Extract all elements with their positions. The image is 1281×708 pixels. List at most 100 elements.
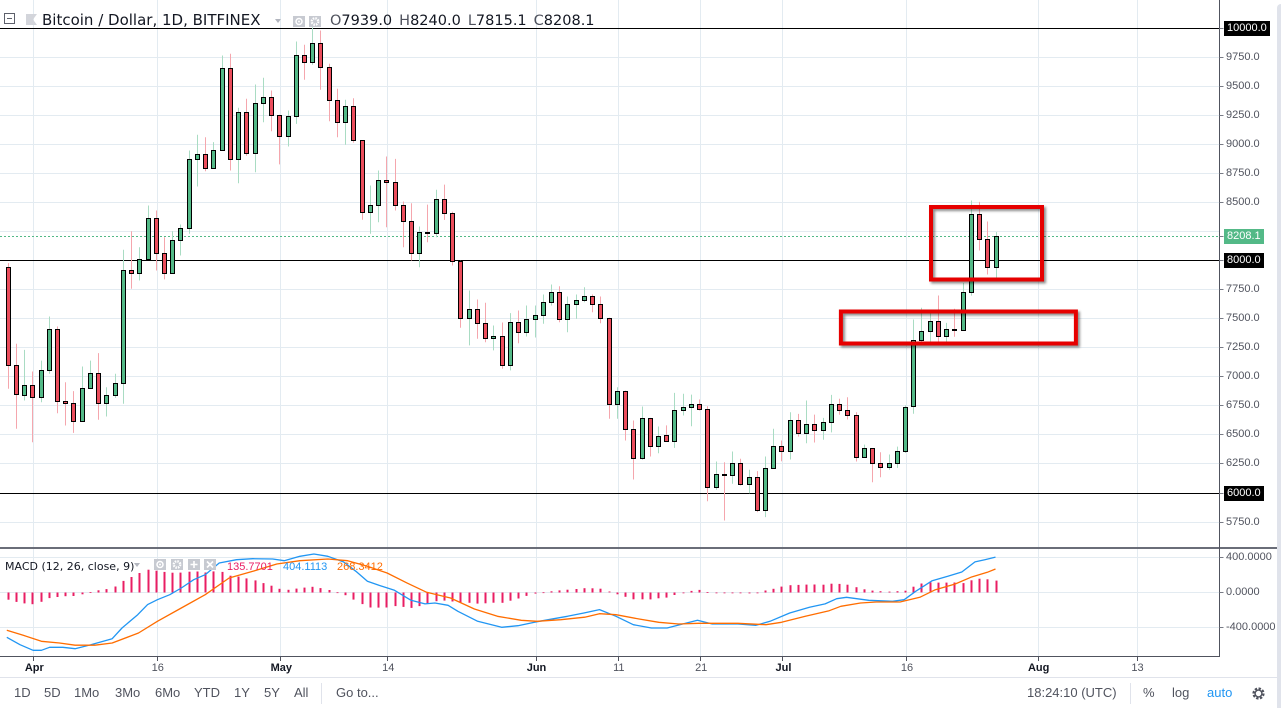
candle-body: [812, 424, 817, 431]
annotation-rectangle[interactable]: [838, 309, 1078, 346]
candle: [228, 53, 233, 171]
candle: [310, 27, 315, 65]
horizontal-line-price-badge: 6000.0: [1224, 486, 1264, 501]
candle: [911, 319, 916, 414]
macd-histogram-bar: [229, 575, 232, 593]
candle: [71, 391, 76, 433]
candle: [862, 444, 867, 458]
macd-signal-value: 268.3412: [337, 561, 383, 573]
candle-body: [524, 319, 529, 333]
macd-histogram-bar: [418, 592, 421, 607]
candle: [689, 394, 694, 427]
macd-histogram-bar: [377, 592, 380, 608]
candle-body: [261, 97, 266, 104]
candle-body: [170, 240, 175, 274]
candle-body: [360, 140, 365, 213]
percent-scale-toggle[interactable]: %: [1143, 685, 1155, 700]
candle-body: [903, 407, 908, 452]
candle: [763, 456, 768, 518]
macd-title[interactable]: MACD (12, 26, close, 9): [5, 560, 135, 573]
candle-body: [203, 154, 208, 169]
pane-separator[interactable]: [0, 547, 1277, 549]
candle: [450, 211, 455, 266]
symbol-flag-icon: [26, 14, 37, 25]
eye-icon[interactable]: [154, 559, 166, 570]
symbol-title[interactable]: Bitcoin / Dollar, 1D, BITFINEX: [42, 11, 261, 29]
range-5y-button[interactable]: 5Y: [264, 685, 280, 700]
macd-histogram-bar: [813, 584, 816, 593]
candle: [220, 55, 225, 151]
candle: [574, 294, 579, 319]
range-6mo-button[interactable]: 6Mo: [155, 685, 181, 700]
candle-body: [779, 446, 784, 452]
range-1y-button[interactable]: 1Y: [234, 685, 250, 700]
macd-histogram-bar: [731, 592, 734, 594]
candle: [483, 302, 488, 343]
range-all-button[interactable]: All: [294, 685, 309, 700]
gear-icon[interactable]: [309, 16, 321, 27]
candle: [697, 399, 702, 411]
candle: [887, 454, 892, 470]
utc-clock[interactable]: 18:24:10 (UTC): [1027, 685, 1117, 700]
macd-histogram-bar: [237, 576, 240, 593]
candle-body: [681, 407, 686, 411]
candle: [351, 98, 356, 143]
macd-histogram-bar: [89, 592, 92, 593]
goto-date-button[interactable]: Go to...: [336, 685, 379, 700]
macd-histogram-bar: [484, 592, 487, 604]
candle: [162, 237, 167, 280]
eye-icon[interactable]: [293, 16, 305, 27]
price-axis-label: 6750.0: [1226, 399, 1260, 411]
candle: [631, 420, 636, 480]
macd-histogram-bar: [649, 592, 652, 600]
macd-histogram-bar: [978, 578, 981, 593]
candle: [22, 349, 27, 401]
annotation-rectangle[interactable]: [929, 205, 1044, 282]
macd-histogram-bar: [953, 582, 956, 593]
candle: [541, 294, 546, 324]
time-axis[interactable]: Apr 16 May 14 Jun 11 21 Jul 16 Aug 13: [0, 657, 1219, 676]
price-axis-label: 9000.0: [1226, 138, 1260, 150]
candle-body: [697, 404, 702, 410]
candle-body: [771, 446, 776, 469]
candle-body: [738, 463, 743, 485]
macd-histogram-bar: [72, 592, 75, 596]
auto-scale-toggle[interactable]: auto: [1207, 685, 1233, 700]
toolbar-divider: [1130, 683, 1131, 704]
macd-histogram-bar: [212, 571, 215, 593]
macd-histogram-bar: [171, 572, 174, 593]
gear-icon[interactable]: [171, 559, 183, 570]
plus-icon[interactable]: [188, 559, 200, 570]
range-1mo-button[interactable]: 1Mo: [74, 685, 100, 700]
gear-icon[interactable]: [1251, 686, 1266, 701]
macd-histogram-bar: [632, 592, 635, 600]
range-ytd-button[interactable]: YTD: [194, 685, 220, 700]
candle: [55, 326, 60, 414]
range-1d-button[interactable]: 1D: [14, 685, 31, 700]
log-scale-toggle[interactable]: log: [1172, 685, 1190, 700]
candle: [425, 204, 430, 243]
candle: [747, 469, 752, 494]
candle: [681, 393, 686, 416]
macd-histogram-bar: [311, 586, 314, 593]
candle: [796, 413, 801, 437]
chevron-down-icon[interactable]: [275, 19, 281, 23]
chart-canvas[interactable]: [0, 0, 1277, 677]
last-price-badge: 8208.1: [1224, 229, 1264, 244]
candle: [343, 99, 348, 145]
candle: [154, 210, 159, 271]
macd-price-axis[interactable]: 400.0000 0.0000 -400.0000: [1220, 549, 1277, 656]
candle: [269, 90, 274, 132]
candle: [648, 417, 653, 457]
range-3mo-button[interactable]: 3Mo: [115, 685, 141, 700]
candle: [878, 452, 883, 478]
macd-histogram-bar: [369, 592, 372, 608]
macd-histogram-bar: [566, 589, 569, 593]
close-icon[interactable]: [204, 559, 216, 570]
collapse-legend-icon[interactable]: [4, 13, 15, 24]
candle-body: [508, 322, 513, 366]
price-axis[interactable]: 9750.0 9500.0 9250.0 9000.0 8750.0 8500.0 7750…: [1220, 0, 1277, 548]
chevron-down-icon[interactable]: [134, 563, 140, 567]
range-5d-button[interactable]: 5D: [44, 685, 61, 700]
candle: [277, 114, 282, 165]
